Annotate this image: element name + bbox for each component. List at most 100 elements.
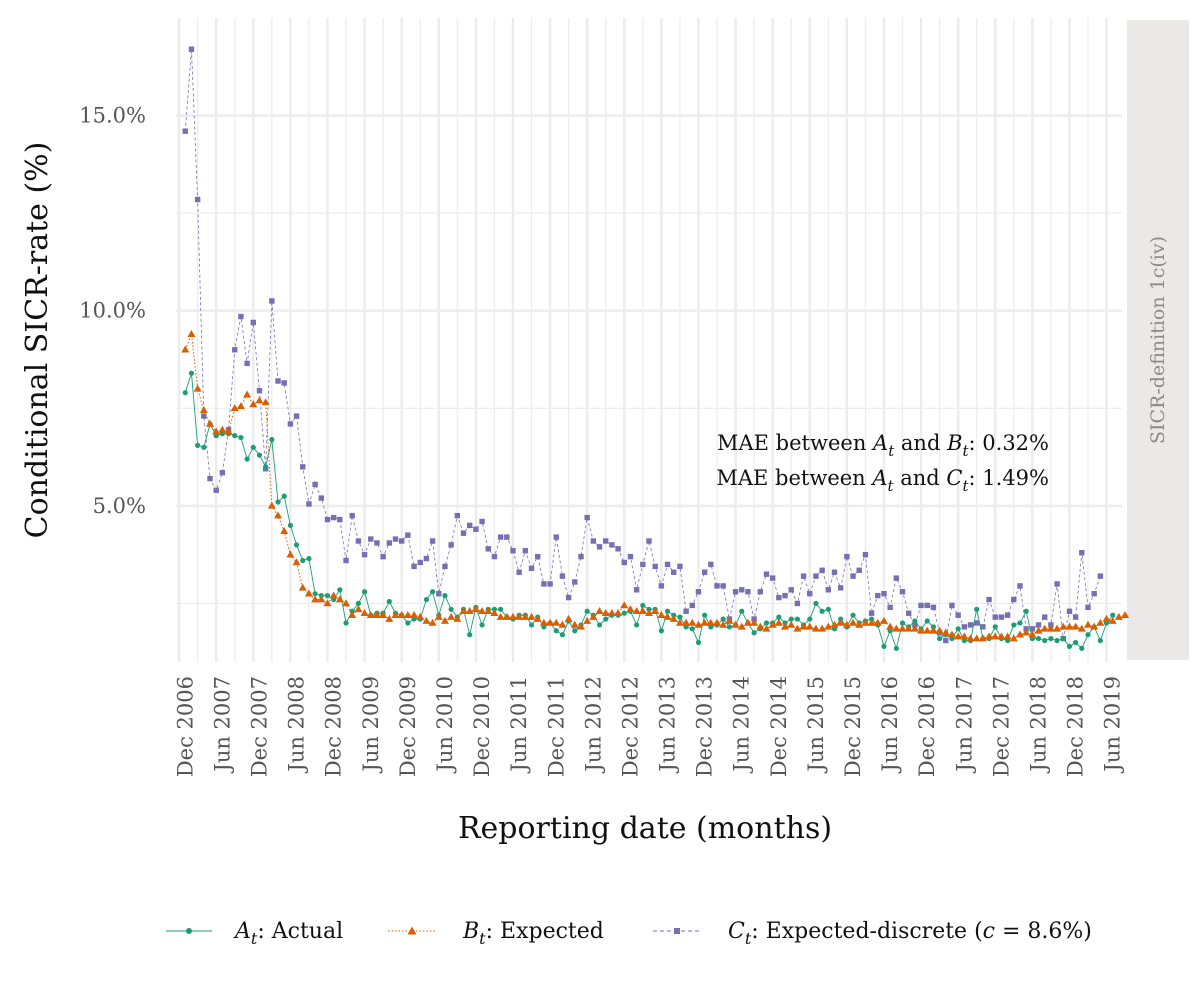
- data-point: [293, 542, 300, 548]
- data-point: [471, 605, 480, 613]
- data-point: [657, 610, 666, 618]
- data-point: [1046, 624, 1055, 632]
- data-point: [255, 396, 264, 404]
- data-point: [867, 618, 876, 626]
- data-point: [298, 583, 307, 591]
- data-point: [238, 313, 244, 320]
- data-point: [819, 608, 825, 614]
- data-point: [355, 538, 362, 544]
- data-point: [912, 618, 918, 624]
- x-tick-label: Jun 2019: [1101, 676, 1125, 774]
- data-point: [386, 598, 392, 605]
- data-point: [343, 620, 349, 626]
- data-point: [496, 612, 505, 620]
- data-point: [954, 632, 963, 640]
- data-point: [293, 413, 300, 419]
- data-point: [263, 464, 269, 470]
- data-point: [713, 618, 722, 626]
- data-point: [739, 587, 745, 593]
- data-point: [564, 614, 573, 622]
- data-point: [1035, 635, 1042, 642]
- data-point: [743, 618, 752, 626]
- data-point: [269, 436, 275, 443]
- data-point: [978, 634, 987, 642]
- data-point: [372, 610, 381, 618]
- data-point: [312, 591, 318, 597]
- data-point: [238, 434, 244, 441]
- mae-annotation-a-b: MAE between At and Bt: 0.32%: [717, 431, 1049, 460]
- data-point: [311, 595, 320, 603]
- data-point: [762, 624, 771, 632]
- data-point: [423, 555, 430, 562]
- series-actual: [182, 370, 1116, 651]
- data-point: [682, 618, 691, 626]
- data-point: [466, 522, 473, 529]
- data-point: [213, 487, 219, 493]
- data-point: [547, 581, 553, 587]
- data-point: [304, 589, 313, 597]
- data-point: [782, 592, 788, 599]
- data-point: [1035, 622, 1042, 628]
- data-point: [850, 612, 856, 618]
- data-point: [312, 481, 318, 488]
- data-point: [559, 632, 566, 638]
- data-point: [819, 567, 825, 573]
- data-point: [756, 622, 765, 630]
- data-point: [974, 606, 980, 612]
- data-point: [256, 452, 263, 458]
- x-tick-label: Jun 2010: [433, 676, 457, 774]
- data-point: [607, 609, 616, 617]
- data-point: [955, 626, 961, 632]
- data-point: [868, 610, 875, 616]
- data-point: [1028, 630, 1037, 638]
- data-point: [706, 618, 715, 626]
- data-point: [640, 561, 646, 568]
- data-point: [1085, 632, 1091, 638]
- x-tick-label: Jun 2009: [359, 676, 383, 774]
- data-point: [879, 616, 888, 624]
- data-point: [232, 433, 238, 439]
- data-point: [941, 628, 950, 636]
- y-tick-label: 5.0%: [93, 494, 146, 518]
- data-point: [498, 606, 504, 612]
- data-point: [584, 514, 590, 521]
- data-point: [521, 612, 530, 620]
- data-point: [342, 599, 351, 607]
- data-point: [861, 618, 870, 626]
- data-point: [794, 600, 801, 607]
- data-point: [422, 616, 431, 624]
- data-point: [725, 616, 734, 624]
- data-point: [286, 550, 295, 558]
- x-tick-label: Dec 2006: [173, 676, 197, 777]
- data-point: [776, 594, 782, 601]
- data-point: [664, 561, 671, 568]
- data-point: [405, 620, 411, 626]
- data-point: [528, 565, 535, 572]
- data-point: [813, 600, 819, 607]
- data-point: [553, 628, 559, 634]
- data-point: [280, 527, 289, 535]
- data-point: [1085, 604, 1091, 611]
- data-point: [947, 630, 956, 638]
- x-tick-label: Dec 2016: [915, 676, 939, 777]
- data-point: [267, 501, 276, 509]
- data-point: [781, 622, 790, 630]
- data-point: [368, 536, 374, 542]
- x-tick-label: Dec 2008: [322, 676, 346, 777]
- data-point: [224, 427, 233, 435]
- data-point: [702, 612, 708, 618]
- data-point: [621, 559, 627, 566]
- data-point: [553, 534, 559, 540]
- data-point: [677, 563, 683, 570]
- data-point: [745, 589, 751, 595]
- data-point: [824, 622, 833, 630]
- data-point: [1083, 620, 1092, 628]
- data-point: [541, 581, 547, 587]
- data-point: [454, 512, 461, 519]
- data-point: [695, 639, 702, 646]
- data-point: [434, 612, 443, 620]
- data-point: [182, 390, 188, 396]
- data-point: [967, 622, 974, 628]
- data-point: [905, 610, 912, 616]
- data-point: [572, 628, 578, 634]
